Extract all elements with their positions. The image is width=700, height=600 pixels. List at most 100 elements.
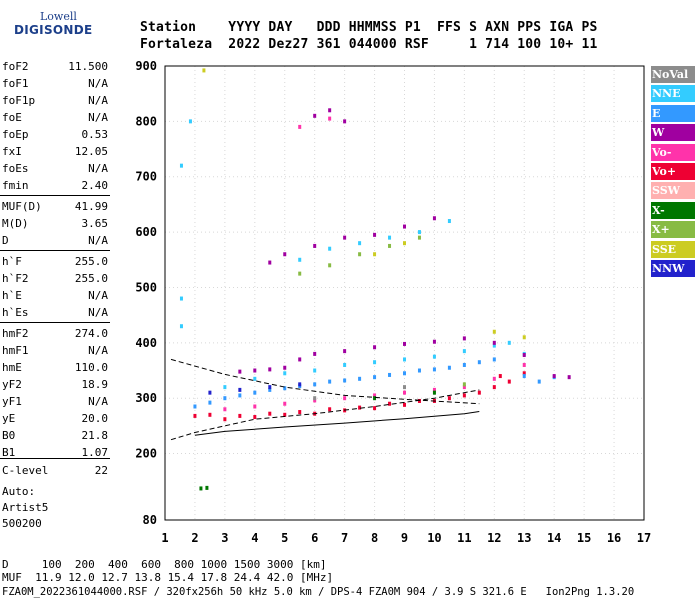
data-point: [432, 387, 436, 392]
param-value: 274.0: [74, 327, 108, 340]
data-point: [373, 360, 377, 365]
y-tick-label: 80: [143, 513, 157, 527]
param-value: N/A: [88, 289, 108, 302]
profile-curve: [170, 389, 480, 441]
param-value: 21.8: [81, 429, 109, 442]
param-name: D: [2, 234, 9, 247]
param-separator: [0, 195, 110, 196]
param-value: N/A: [88, 111, 108, 124]
data-point: [507, 340, 511, 345]
data-point: [268, 411, 272, 416]
data-point: [268, 367, 272, 372]
param-value: 110.0: [74, 361, 108, 374]
data-point: [343, 362, 347, 367]
param-name: fxI: [2, 145, 22, 158]
legend-item-nne: NNE: [651, 85, 695, 103]
param-row: hmE 110.0: [2, 361, 108, 378]
data-point: [462, 382, 466, 387]
param-row: foF1p N/A: [2, 94, 108, 111]
param-row: foE N/A: [2, 111, 108, 128]
data-point: [283, 252, 287, 257]
x-tick-label: 15: [577, 531, 591, 545]
y-tick-label: 700: [135, 170, 157, 184]
data-point: [447, 365, 451, 370]
data-point: [507, 379, 511, 384]
ionogram-plot: 1 2 3 4 5 6 7 8 9 10 11 12 13 14 15 16 17802003004005006…: [135, 59, 651, 545]
param-name: yF2: [2, 378, 22, 391]
data-point: [223, 417, 227, 422]
x-tick-label: 2: [191, 531, 198, 545]
data-point: [417, 398, 421, 403]
data-point: [253, 368, 257, 373]
data-point: [498, 374, 502, 379]
x-tick-label: 11: [457, 531, 471, 545]
x-tick-label: 4: [251, 531, 258, 545]
param-separator: [0, 250, 110, 251]
data-point: [462, 349, 466, 354]
data-point: [447, 219, 451, 224]
data-point: [432, 216, 436, 221]
auto-version: 500200: [2, 517, 42, 530]
param-value: 3.65: [81, 217, 109, 230]
auto-label: Auto:: [2, 485, 36, 498]
data-point: [328, 263, 332, 268]
param-row: foF2 11.500: [2, 60, 108, 77]
legend-item-xminus: X-: [651, 201, 695, 219]
legend-item-vominus: Vo-: [651, 143, 695, 161]
param-value: N/A: [88, 94, 108, 107]
param-row: foEs N/A: [2, 162, 108, 179]
param-row: yF1 N/A: [2, 395, 108, 412]
data-point: [552, 374, 556, 379]
param-row: B0 21.8: [2, 429, 108, 446]
x-tick-label: 6: [311, 531, 318, 545]
param-value: 20.0: [81, 412, 109, 425]
param-value: 11.500: [68, 60, 108, 73]
param-row: M(D) 3.65: [2, 217, 108, 234]
param-name: h`Es: [2, 306, 29, 319]
x-tick-label: 14: [547, 531, 561, 545]
param-value: N/A: [88, 344, 108, 357]
data-point: [492, 343, 496, 348]
data-point: [373, 345, 377, 350]
data-point: [522, 374, 526, 379]
param-value: 18.9: [81, 378, 109, 391]
data-point: [432, 367, 436, 372]
param-row: MUF(D) 41.99: [2, 200, 108, 217]
data-point: [388, 235, 392, 240]
param-row: foF1 N/A: [2, 77, 108, 94]
param-name: C-level: [2, 464, 49, 477]
data-point: [492, 376, 496, 381]
footer-muf: MUF 11.9 12.0 12.7 13.8 15.4 17.8 24.4 4…: [2, 571, 334, 584]
data-point: [298, 410, 302, 415]
param-row: h`E N/A: [2, 289, 108, 306]
y-tick-label: 600: [135, 225, 157, 239]
data-point: [343, 378, 347, 383]
x-tick-label: 9: [401, 531, 408, 545]
x-tick-label: 7: [341, 531, 348, 545]
data-point: [328, 246, 332, 251]
data-point: [462, 362, 466, 367]
legend-item-nnw: NNW: [651, 260, 695, 277]
data-point: [373, 232, 377, 237]
data-point: [403, 402, 406, 407]
param-name: foF1: [2, 77, 29, 90]
param-row: C-level 22: [2, 464, 108, 481]
footer-file-info: FZA0M_2022361044000.RSF / 320fx256h 50 k…: [2, 586, 635, 598]
param-name: MUF(D): [2, 200, 42, 213]
data-point: [403, 371, 406, 376]
param-row: hmF1 N/A: [2, 344, 108, 361]
data-point: [238, 369, 242, 374]
logo-line2: DIGISONDE: [14, 23, 93, 37]
data-point: [417, 235, 421, 240]
data-point: [298, 357, 302, 362]
data-point: [388, 243, 392, 248]
data-point: [193, 404, 197, 409]
data-point: [268, 385, 272, 390]
data-point: [462, 385, 466, 390]
data-point: [298, 271, 302, 276]
param-value: N/A: [88, 306, 108, 319]
data-point: [403, 241, 406, 246]
param-value: 2.40: [81, 179, 109, 192]
data-point: [223, 407, 227, 412]
data-point: [358, 405, 362, 410]
